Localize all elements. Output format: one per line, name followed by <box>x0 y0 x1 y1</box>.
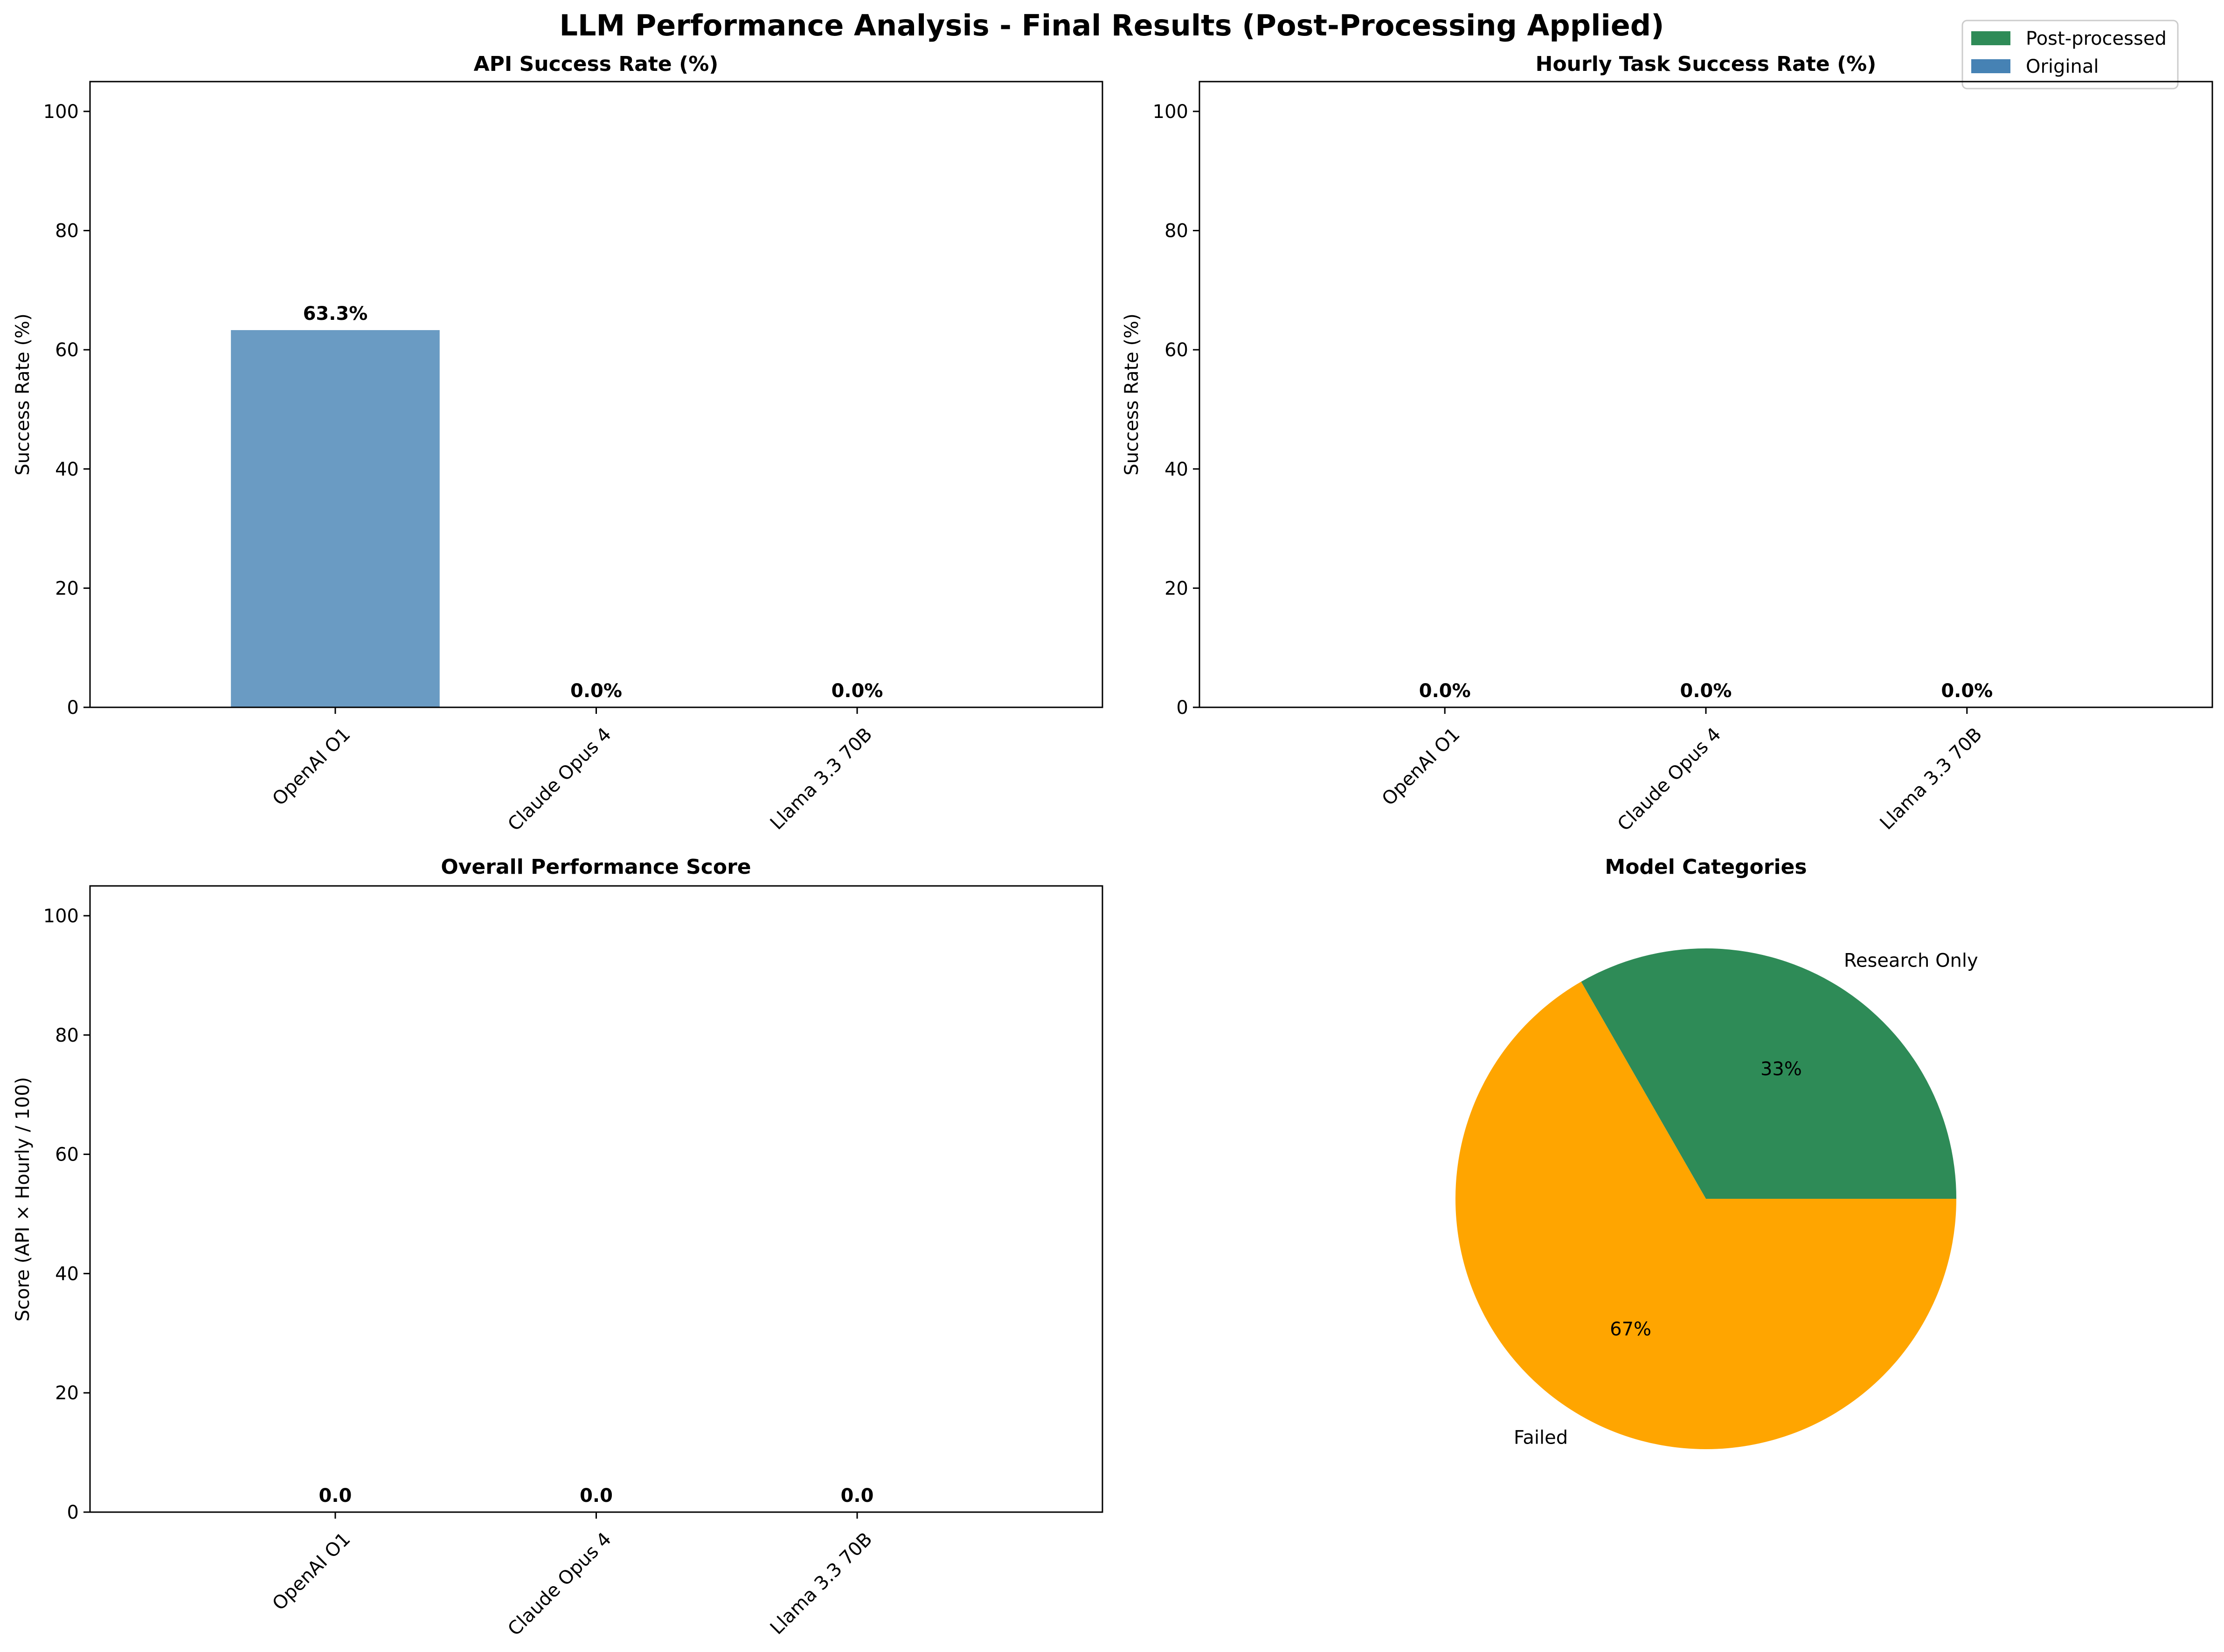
y-tick-label: 60 <box>1164 339 1188 361</box>
value-label-claude-opus-4: 0.0 <box>580 1485 613 1507</box>
chart-title: Hourly Task Success Rate (%) <box>1536 52 1877 76</box>
pie-pct-label-research-only: 33% <box>1760 1058 1802 1080</box>
y-tick-label: 40 <box>55 1263 79 1285</box>
y-tick-label: 0 <box>67 697 79 719</box>
y-axis-label: Success Rate (%) <box>1121 313 1143 475</box>
value-label-claude-opus-4: 0.0% <box>570 680 622 702</box>
value-label-llama-3-3-70b: 0.0% <box>831 680 883 702</box>
y-tick-label: 40 <box>1164 459 1188 480</box>
y-axis-label: Score (API × Hourly / 100) <box>12 1077 34 1322</box>
pie-label-failed: Failed <box>1514 1427 1568 1448</box>
legend-swatch-post-processed <box>1971 31 2010 45</box>
y-tick-label: 100 <box>43 905 79 927</box>
value-label-llama-3-3-70b: 0.0 <box>841 1485 874 1507</box>
legend-swatch-original <box>1971 59 2010 73</box>
chart-title: Overall Performance Score <box>441 855 751 879</box>
value-label-openai-o1: 63.3% <box>303 303 368 325</box>
value-label-openai-o1: 0.0 <box>319 1485 352 1507</box>
y-tick-label: 80 <box>55 1025 79 1046</box>
model-categories-pie-chart: Model Categories 33% Research Only 67% Fail… <box>1455 855 1978 1449</box>
value-label-openai-o1: 0.0% <box>1419 680 1471 702</box>
y-tick-label: 0 <box>1177 697 1188 719</box>
y-tick-label: 20 <box>1164 578 1188 599</box>
y-tick-label: 40 <box>55 459 79 480</box>
y-tick-label: 80 <box>55 221 79 242</box>
axes-frame <box>89 885 1103 1513</box>
legend-label-post-processed: Post-processed <box>2026 28 2167 49</box>
axes-frame <box>89 81 1103 708</box>
axes-frame <box>1199 81 2213 708</box>
y-tick-label: 100 <box>43 101 79 123</box>
y-tick-label: 80 <box>1164 221 1188 242</box>
legend-label-original: Original <box>2026 56 2099 77</box>
bar-openai-o1 <box>231 330 440 707</box>
figure-suptitle: LLM Performance Analysis - Final Results… <box>560 8 1664 42</box>
y-tick-label: 0 <box>67 1502 79 1523</box>
y-tick-label: 60 <box>55 339 79 361</box>
y-axis-label: Success Rate (%) <box>12 313 34 475</box>
legend-frame <box>1961 20 2179 90</box>
chart-title: API Success Rate (%) <box>474 52 719 76</box>
pie-pct-label-failed: 67% <box>1610 1319 1651 1340</box>
chart-title: Model Categories <box>1605 855 1807 879</box>
value-label-claude-opus-4: 0.0% <box>1680 680 1732 702</box>
y-tick-label: 60 <box>55 1144 79 1166</box>
pie-slice-failed <box>1455 982 1956 1449</box>
pie-label-research-only: Research Only <box>1844 950 1978 972</box>
figure-legend: Post-processed Original <box>1961 20 2179 90</box>
y-tick-label: 20 <box>55 1382 79 1404</box>
y-tick-label: 20 <box>55 578 79 599</box>
y-tick-label: 100 <box>1153 101 1188 123</box>
value-label-llama-3-3-70b: 0.0% <box>1941 680 1993 702</box>
pie-slice-research-only <box>1581 948 1956 1199</box>
pie-marks: 33% Research Only 67% Failed <box>1455 948 1978 1449</box>
